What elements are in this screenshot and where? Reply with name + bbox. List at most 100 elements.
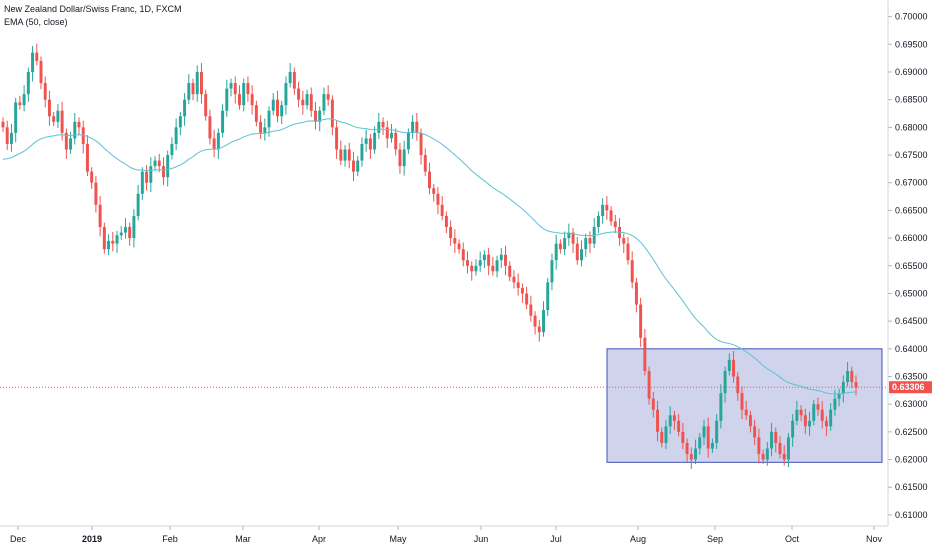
candle [715, 420, 719, 443]
candle [689, 454, 693, 460]
candle [81, 127, 85, 144]
candle [259, 121, 263, 133]
candle [542, 310, 545, 333]
candle [681, 431, 685, 443]
candle [588, 238, 592, 244]
candle [166, 155, 170, 178]
candle [102, 227, 106, 250]
candle [263, 127, 267, 133]
candle [778, 442, 782, 455]
candle [187, 83, 191, 100]
candle [668, 415, 672, 427]
candle [727, 359, 731, 371]
y-tick-label: 0.66500 [895, 205, 928, 215]
candle [390, 132, 393, 139]
candle [347, 149, 351, 161]
candle [288, 71, 292, 84]
candle [508, 265, 512, 277]
y-tick-label: 0.63000 [895, 399, 928, 409]
candle [22, 94, 26, 106]
candle [533, 315, 537, 327]
candle [26, 71, 30, 95]
candle [757, 437, 761, 455]
candle [77, 121, 81, 128]
candle [242, 83, 246, 106]
candle [846, 370, 850, 383]
candle [512, 276, 516, 283]
candle [98, 204, 102, 228]
candle [457, 243, 461, 250]
candle [140, 171, 144, 194]
candle [115, 235, 119, 244]
candle [710, 442, 714, 449]
candle [753, 426, 757, 438]
candle [373, 132, 377, 150]
candle [411, 121, 415, 133]
candle [276, 99, 279, 117]
candle [415, 121, 419, 133]
range-rectangle[interactable] [606, 348, 883, 463]
candle [233, 83, 237, 95]
candle [812, 404, 816, 421]
candle [605, 204, 609, 211]
candle [854, 382, 858, 388]
candle [212, 138, 216, 150]
candle [423, 155, 427, 172]
x-tick-label: Mar [235, 534, 251, 544]
y-tick-label: 0.65000 [895, 288, 928, 298]
candle [499, 254, 503, 261]
candle [622, 238, 626, 244]
candle [360, 143, 364, 161]
candle [820, 409, 824, 421]
candle [601, 204, 605, 216]
y-tick-label: 0.64000 [895, 344, 928, 354]
candle [161, 166, 165, 178]
candle [119, 232, 123, 236]
candle [356, 160, 360, 172]
candle [474, 265, 478, 272]
indicator-label: EMA (50, close) [4, 17, 68, 27]
candle [453, 238, 457, 244]
candle [567, 232, 571, 239]
candle [656, 409, 660, 432]
candle [314, 110, 317, 122]
candle [626, 243, 630, 261]
candle [225, 88, 229, 111]
candle [748, 415, 752, 427]
candle [837, 393, 841, 399]
candle [833, 398, 837, 410]
y-tick-label: 0.61000 [895, 510, 928, 520]
candle [69, 138, 73, 150]
candle [94, 182, 98, 205]
candle [791, 420, 795, 438]
candle [719, 393, 723, 421]
candle [520, 287, 524, 294]
candle [786, 437, 790, 460]
candle [128, 227, 132, 239]
candle [229, 83, 233, 89]
candle [571, 232, 575, 244]
candle [191, 83, 195, 95]
candle [525, 293, 529, 305]
candle [461, 249, 465, 261]
x-tick-label: Oct [785, 534, 800, 544]
candle [301, 99, 305, 106]
x-tick-label: Nov [866, 534, 883, 544]
x-tick-label: Aug [630, 534, 646, 544]
candle [558, 243, 562, 250]
candle [677, 420, 681, 432]
candle [685, 442, 689, 455]
y-tick-label: 0.62000 [895, 455, 928, 465]
candle [368, 138, 372, 150]
candle [660, 431, 664, 443]
y-tick-label: 0.67500 [895, 150, 928, 160]
candle [634, 282, 638, 305]
candle [495, 260, 499, 272]
y-tick-label: 0.61500 [895, 482, 928, 492]
candle [309, 94, 313, 111]
candle [672, 415, 676, 421]
candle [149, 166, 153, 183]
candle [47, 99, 51, 117]
candle [208, 116, 212, 139]
